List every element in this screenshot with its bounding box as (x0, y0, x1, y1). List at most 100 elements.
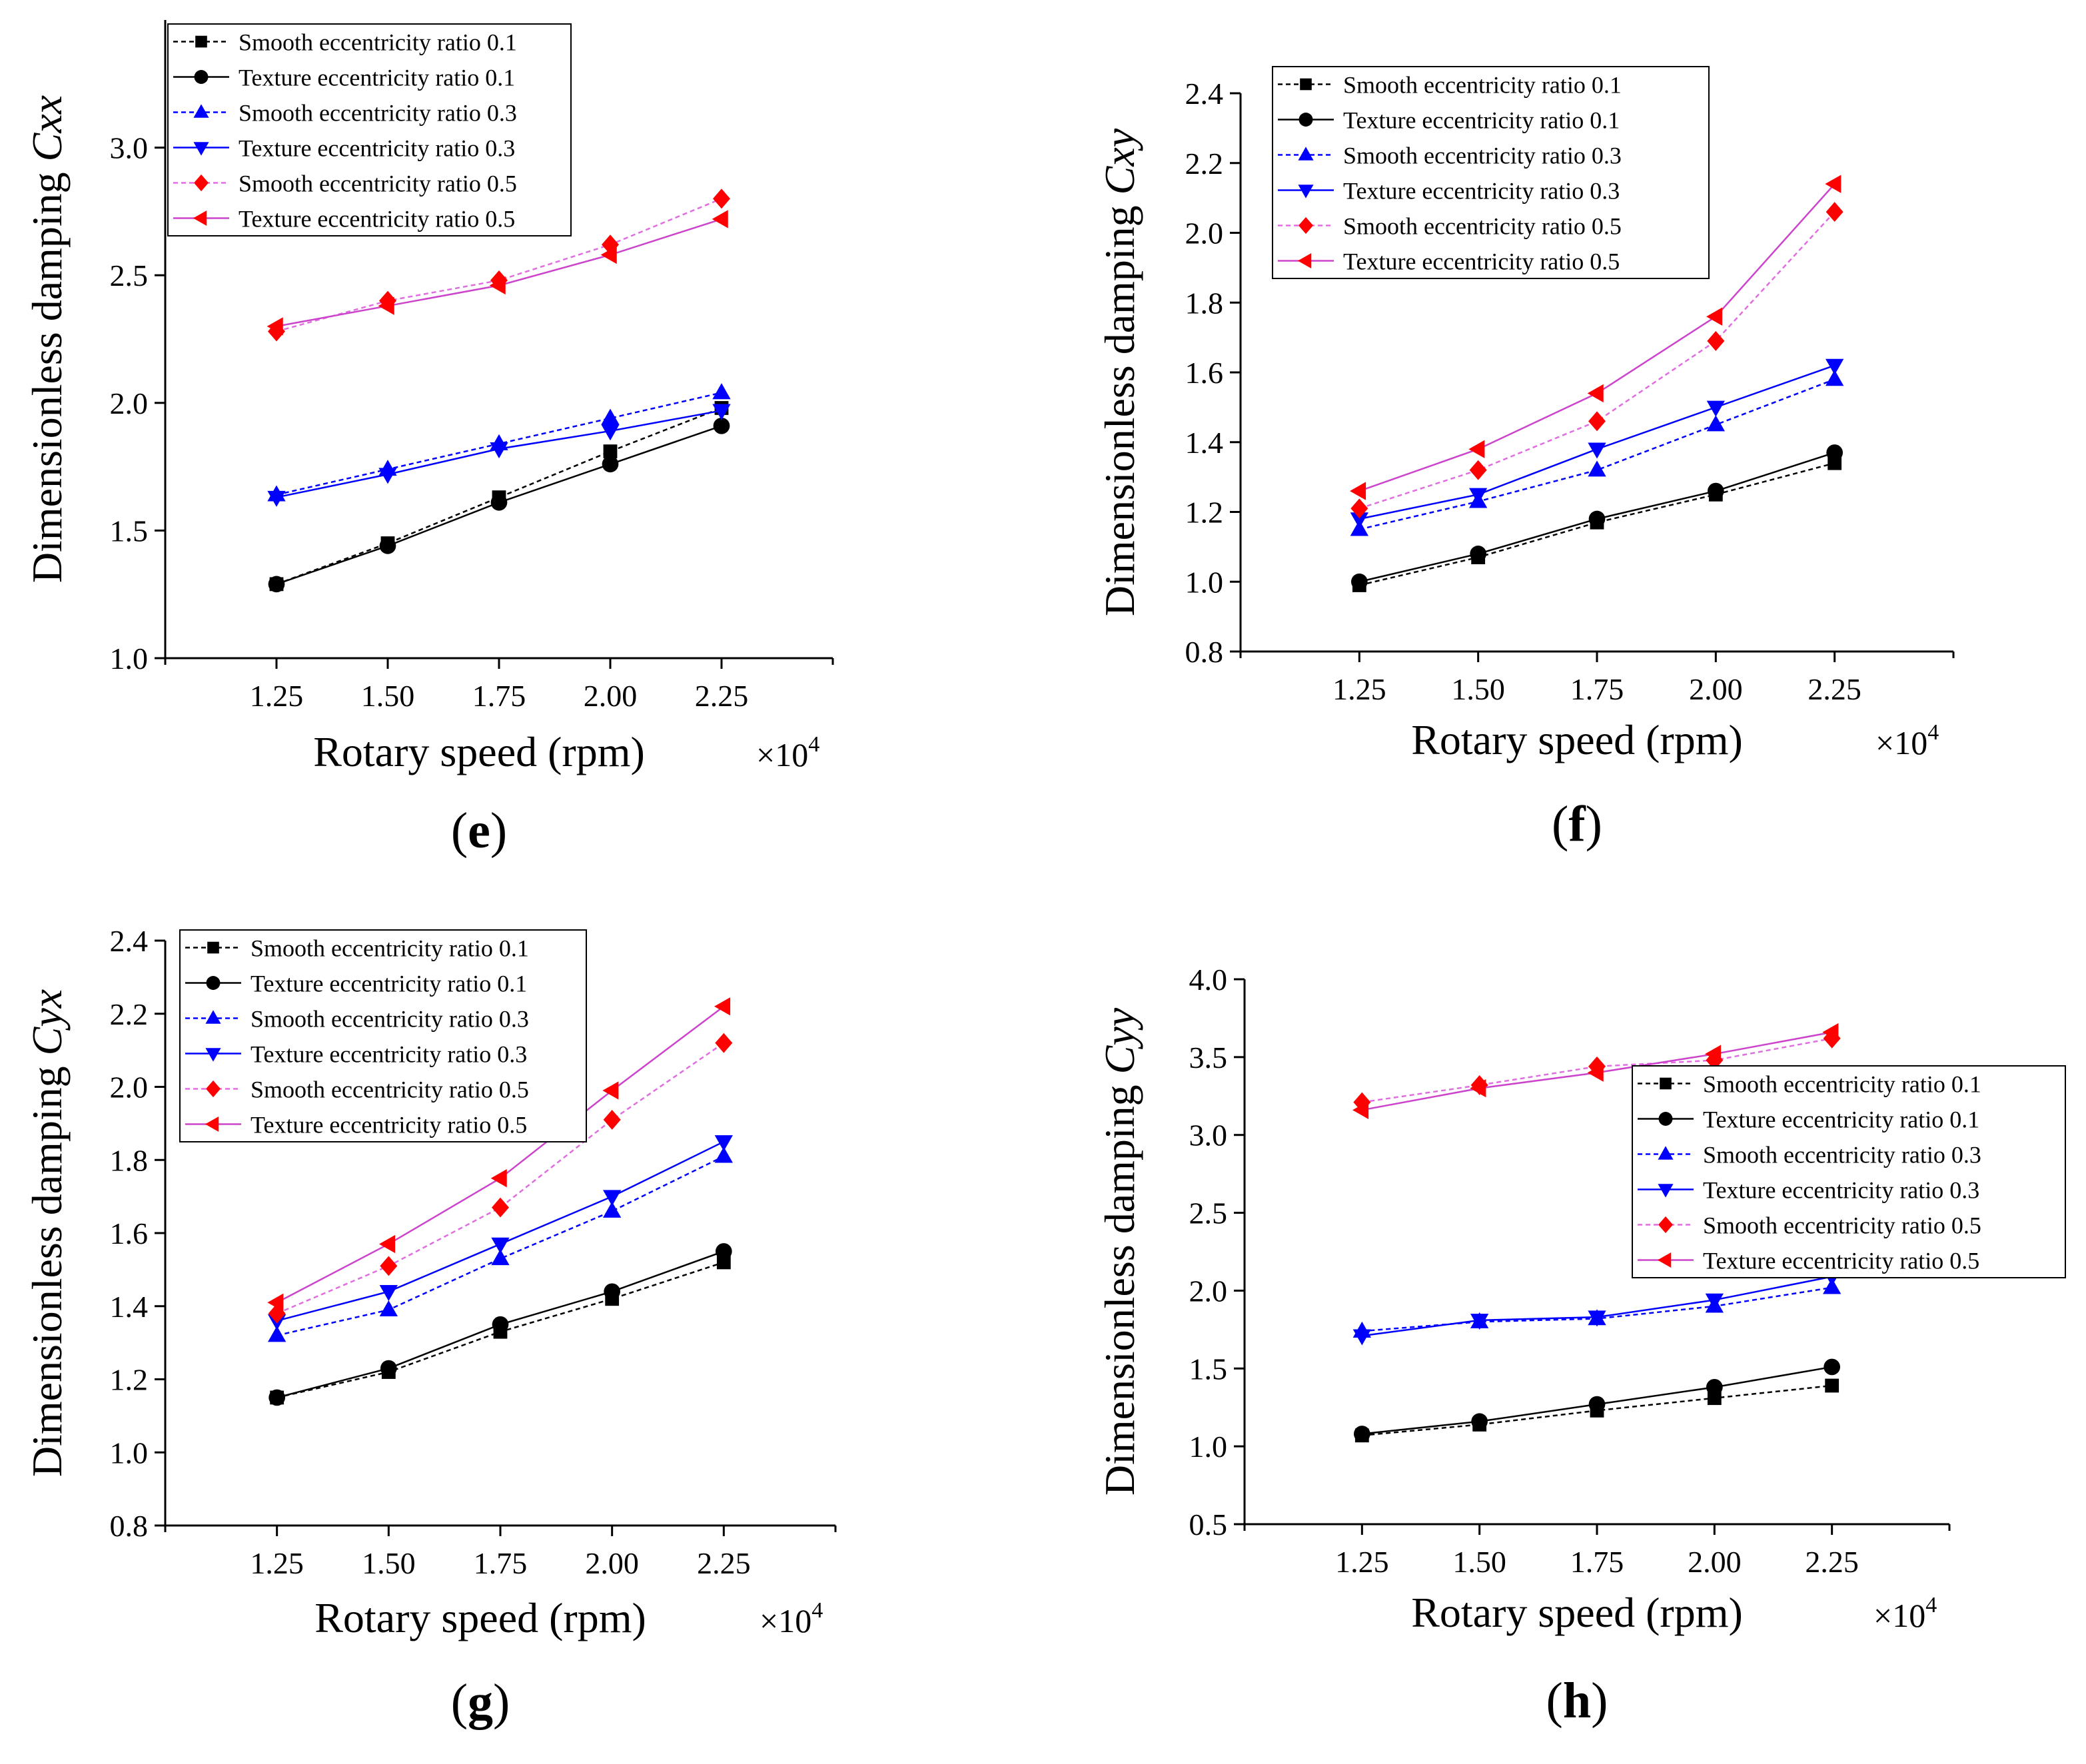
legend-marker (1658, 1184, 1674, 1198)
legend-marker (1298, 147, 1314, 161)
series-6 (266, 210, 728, 336)
panel-label: (h) (1546, 1673, 1608, 1729)
y-tick-label: 1.4 (1185, 426, 1224, 460)
x-tick-label: 2.25 (1805, 1545, 1859, 1579)
legend-label: Texture eccentricity ratio 0.5 (251, 1112, 527, 1138)
data-point (380, 1360, 397, 1377)
data-point (268, 1389, 286, 1406)
x-tick-label: 1.75 (1570, 1545, 1624, 1579)
legend: Smooth eccentricity ratio 0.1 Texture ecc… (1272, 66, 1710, 279)
data-point (713, 417, 730, 434)
y-tick-label: 4.0 (1189, 963, 1228, 997)
x-tick-label: 2.00 (584, 679, 638, 713)
series-2 (1353, 1358, 1841, 1442)
legend-label: Smooth eccentricity ratio 0.1 (1703, 1071, 1981, 1098)
y-tick-label: 1.0 (1189, 1430, 1228, 1464)
data-point (715, 1033, 733, 1053)
data-point (601, 408, 620, 425)
data-point (1706, 415, 1725, 432)
y-tick-label: 1.0 (110, 642, 149, 675)
data-point (1705, 1045, 1722, 1063)
y-tick-label: 2.2 (1185, 147, 1224, 181)
y-tick-label: 3.0 (110, 131, 149, 165)
data-point (1706, 1378, 1723, 1396)
data-point (1353, 1426, 1370, 1442)
legend-label: Smooth eccentricity ratio 0.5 (239, 171, 517, 197)
data-point (378, 296, 394, 315)
legend-marker (193, 104, 209, 118)
y-tick-label: 1.5 (1189, 1352, 1228, 1386)
y-tick-label: 2.5 (110, 258, 149, 292)
legend-marker (1299, 217, 1313, 234)
data-point (379, 538, 396, 554)
y-tick-label: 1.6 (110, 1216, 149, 1250)
series-line (276, 1155, 724, 1336)
legend-marker (206, 976, 221, 990)
data-point (1707, 330, 1725, 351)
data-point (712, 383, 731, 400)
x-tick-label: 1.75 (1570, 672, 1624, 706)
data-point (602, 1081, 619, 1100)
x-tick-label: 1.25 (250, 679, 304, 713)
data-point (1588, 510, 1606, 528)
data-point (490, 442, 508, 459)
data-point (604, 1283, 621, 1300)
legend-marker (1657, 1252, 1672, 1268)
data-point (1468, 440, 1485, 458)
chart-panel-g: 0.8 1.0 1.2 1.4 1.6 1.8 2.0 2.2 2.4 1.25 1.50 1.75 2… (23, 924, 837, 1730)
data-point (1352, 1329, 1371, 1346)
legend-label: Smooth eccentricity ratio 0.1 (239, 29, 517, 56)
data-point (1825, 202, 1843, 222)
series-4 (267, 404, 731, 507)
series-2 (268, 417, 730, 593)
legend: Smooth eccentricity ratio 0.1 Texture ecc… (179, 929, 587, 1142)
data-point (603, 444, 618, 459)
data-point (712, 404, 731, 420)
legend-label: Smooth eccentricity ratio 0.1 (251, 935, 529, 962)
legend-box (179, 929, 587, 1142)
series-3 (268, 1146, 733, 1342)
data-point (1587, 1063, 1604, 1082)
y-tick-label: 1.5 (110, 514, 149, 548)
data-point (713, 189, 730, 209)
series-2 (268, 1243, 732, 1406)
legend-label: Texture eccentricity ratio 0.1 (1343, 107, 1620, 134)
data-point (1825, 358, 1844, 375)
data-point (1588, 442, 1606, 459)
series-5 (268, 1033, 733, 1324)
data-point (1822, 1023, 1839, 1042)
data-point (267, 490, 286, 507)
legend-label: Texture eccentricity ratio 0.1 (239, 65, 515, 91)
x-tick-label: 2.25 (1808, 672, 1861, 706)
legend-label: Smooth eccentricity ratio 0.3 (1343, 143, 1622, 169)
series-line (1359, 462, 1835, 586)
x-tick-label: 2.25 (697, 1546, 751, 1580)
legend-box (1272, 66, 1710, 279)
x-tick-label: 1.50 (362, 1546, 416, 1580)
series-4 (268, 1135, 733, 1330)
data-point (1470, 1079, 1486, 1098)
series-line (276, 1042, 725, 1314)
data-point (1706, 307, 1723, 326)
x-multiplier: ×104 (756, 732, 819, 773)
data-point (1350, 498, 1368, 519)
data-point (266, 317, 283, 336)
y-tick-label: 2.5 (1189, 1196, 1228, 1230)
y-tick-label: 1.2 (110, 1363, 149, 1397)
legend-marker (1658, 1112, 1673, 1126)
series-line (1359, 378, 1835, 530)
x-axis-title: Rotary speed (rpm) (313, 728, 645, 775)
y-tick-label: 3.5 (1189, 1041, 1228, 1075)
legend-label: Texture eccentricity ratio 0.3 (239, 135, 515, 162)
legend-marker (1300, 78, 1312, 91)
legend-marker (207, 941, 219, 954)
y-tick-label: 2.4 (110, 924, 149, 958)
y-axis-title: Dimensionless damping Cyy (1096, 1007, 1143, 1496)
series-6 (1352, 1023, 1839, 1119)
legend-label: Texture eccentricity ratio 0.3 (1703, 1177, 1979, 1204)
y-axis-title: Dimensionless damping Cxx (23, 95, 71, 583)
data-point (600, 245, 617, 264)
legend-marker (195, 35, 207, 48)
chart-panel-f: 0.8 1.0 1.2 1.4 1.6 1.8 2.0 2.2 2.4 1.25 1.50 1.75 2… (1096, 66, 1955, 852)
data-point (1825, 175, 1841, 193)
